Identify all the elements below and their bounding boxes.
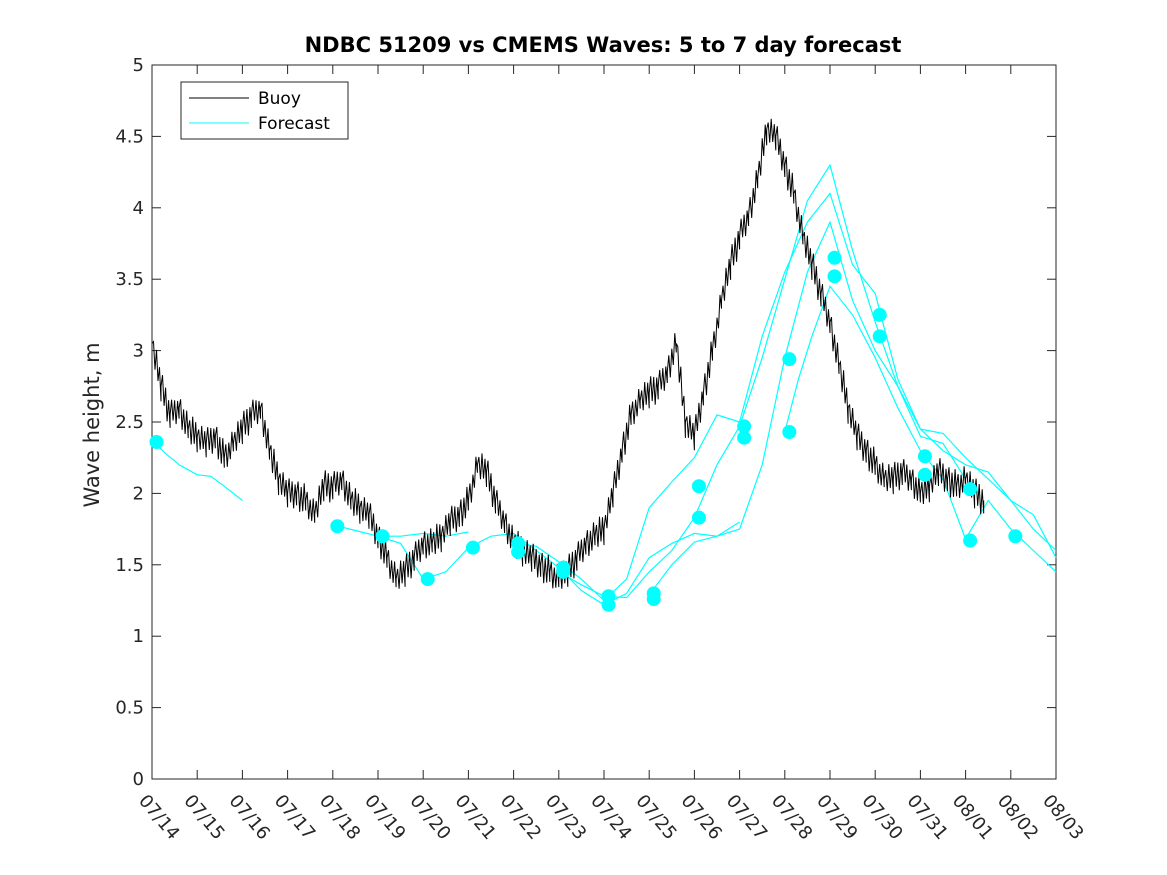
y-tick-label: 3.5 xyxy=(115,269,144,290)
x-tick-label: 07/19 xyxy=(360,791,409,844)
forecast-marker xyxy=(375,529,390,544)
forecast-marker xyxy=(737,430,752,445)
forecast-marker xyxy=(872,307,887,322)
forecast-marker xyxy=(511,544,526,559)
forecast-marker xyxy=(1008,529,1023,544)
y-tick-label: 1.5 xyxy=(115,555,144,576)
y-tick-label: 2 xyxy=(133,483,144,504)
forecast-marker xyxy=(465,540,480,555)
forecast-line-2 xyxy=(332,524,469,537)
y-tick-label: 2.5 xyxy=(115,412,144,433)
forecast-line-1 xyxy=(151,440,243,501)
x-tick-label: 08/02 xyxy=(993,791,1042,844)
plot-area xyxy=(151,64,1057,780)
x-tick-label: 07/23 xyxy=(541,791,590,844)
forecast-marker xyxy=(556,564,571,579)
forecast-marker xyxy=(827,250,842,265)
forecast-marker xyxy=(420,572,435,587)
forecast-line-6 xyxy=(648,220,967,596)
x-tick-label: 07/29 xyxy=(812,791,861,844)
x-tick-label: 07/16 xyxy=(225,791,274,844)
forecast-markers xyxy=(149,250,1023,612)
forecast-marker xyxy=(963,482,978,497)
x-tick-label: 07/30 xyxy=(857,791,906,844)
y-tick-label: 4 xyxy=(133,198,144,219)
forecast-marker xyxy=(917,449,932,464)
x-tick-label: 07/20 xyxy=(405,791,454,844)
x-tick-label: 07/25 xyxy=(631,791,680,844)
forecast-marker xyxy=(827,269,842,284)
y-axis-label: Wave height, m xyxy=(80,342,104,507)
chart-title: NDBC 51209 vs CMEMS Waves: 5 to 7 day fo… xyxy=(305,33,902,57)
legend-box xyxy=(180,81,349,140)
x-tick-label: 07/14 xyxy=(134,791,183,844)
forecast-marker xyxy=(963,533,978,548)
x-tick-label: 07/17 xyxy=(270,791,319,844)
y-tick-label: 3 xyxy=(133,341,144,362)
forecast-marker xyxy=(646,592,661,607)
y-tick-label: 1 xyxy=(133,626,144,647)
y-tick-label: 4.5 xyxy=(115,126,144,147)
x-tick-label: 07/15 xyxy=(179,791,228,844)
x-tick-label: 08/03 xyxy=(1038,791,1087,844)
x-tick-label: 07/31 xyxy=(903,791,952,844)
x-tick-label: 07/21 xyxy=(451,791,500,844)
legend: Buoy Forecast xyxy=(180,81,349,140)
forecast-marker xyxy=(872,329,887,344)
x-tick-label: 07/24 xyxy=(586,791,635,844)
forecast-marker xyxy=(149,434,164,449)
x-tick-label: 07/22 xyxy=(496,791,545,844)
legend-label-forecast: Forecast xyxy=(258,114,330,134)
forecast-marker xyxy=(330,519,345,534)
forecast-line-5 xyxy=(558,163,1057,599)
forecast-marker xyxy=(782,352,797,367)
x-tick-label: 07/18 xyxy=(315,791,364,844)
forecast-marker xyxy=(917,467,932,482)
forecast-marker xyxy=(691,510,706,525)
forecast-line-7 xyxy=(784,285,1057,573)
legend-label-buoy: Buoy xyxy=(258,89,301,109)
x-tick-label: 07/27 xyxy=(722,791,771,844)
forecast-marker xyxy=(782,424,797,439)
y-tick-label: 5 xyxy=(133,55,144,76)
forecast-marker xyxy=(601,597,616,612)
x-tick-label: 07/26 xyxy=(677,791,726,844)
y-tick-label: 0 xyxy=(133,769,144,790)
x-tick-label: 07/28 xyxy=(767,791,816,844)
x-tick-label: 08/01 xyxy=(948,791,997,844)
y-tick-label: 0.5 xyxy=(115,698,144,719)
forecast-marker xyxy=(691,479,706,494)
